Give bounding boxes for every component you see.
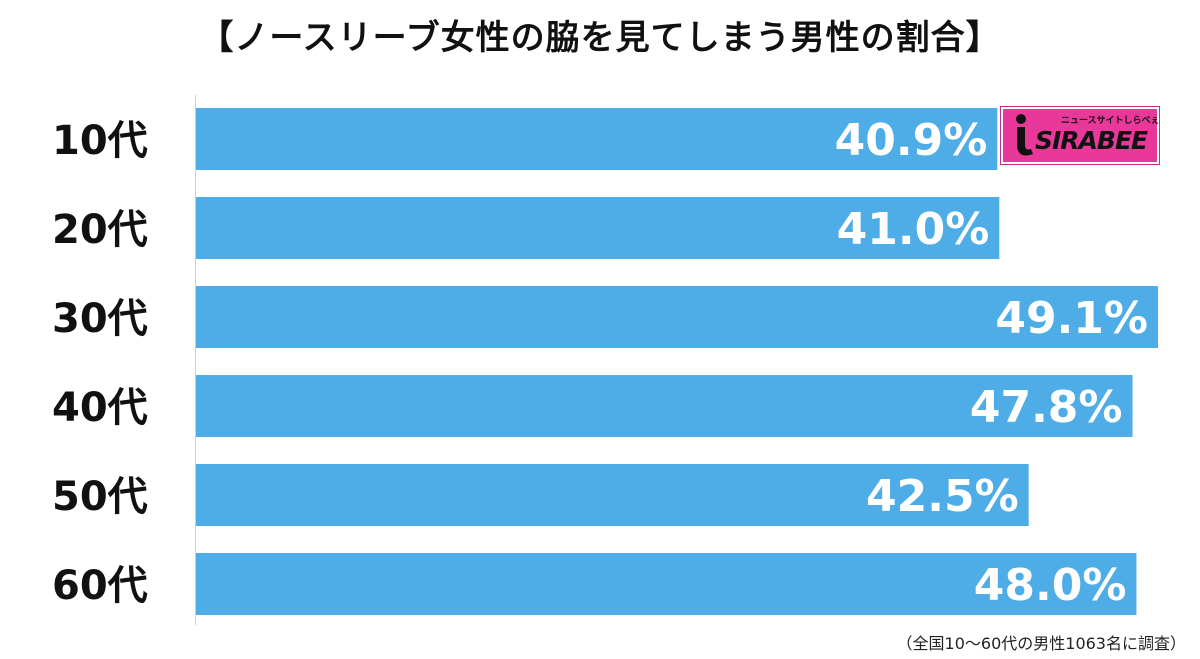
value-label: 40.9% xyxy=(835,115,988,166)
category-label: 40代 xyxy=(52,385,148,431)
logo-i-icon xyxy=(1016,114,1033,156)
category-label: 20代 xyxy=(52,207,148,253)
category-axis-line xyxy=(195,95,196,625)
sirabee-logo: ニュースサイトしらべぇ SIRABEE xyxy=(1000,106,1160,165)
logo-text: SIRABEE xyxy=(1035,126,1148,155)
value-label: 47.8% xyxy=(970,382,1123,433)
value-label: 41.0% xyxy=(837,204,990,255)
value-label: 48.0% xyxy=(974,560,1127,611)
chart-title: 【ノースリーブ女性の脇を見てしまう男性の割合】 xyxy=(199,18,1001,58)
category-label: 50代 xyxy=(52,474,148,520)
logo-subtitle: ニュースサイトしらべぇ xyxy=(1061,116,1160,126)
category-label: 10代 xyxy=(52,118,148,164)
bar-6 xyxy=(196,553,1137,615)
bar-1 xyxy=(196,108,998,170)
value-label: 42.5% xyxy=(866,471,1019,522)
bar-5 xyxy=(196,464,1029,526)
bar-3 xyxy=(196,286,1158,348)
category-label: 30代 xyxy=(52,296,148,342)
category-label: 60代 xyxy=(52,563,148,609)
bar-4 xyxy=(196,375,1133,437)
bar-2 xyxy=(196,197,1000,259)
survey-footnote: （全国10～60代の男性1063名に調査） xyxy=(896,634,1186,653)
value-label: 49.1% xyxy=(995,293,1148,344)
